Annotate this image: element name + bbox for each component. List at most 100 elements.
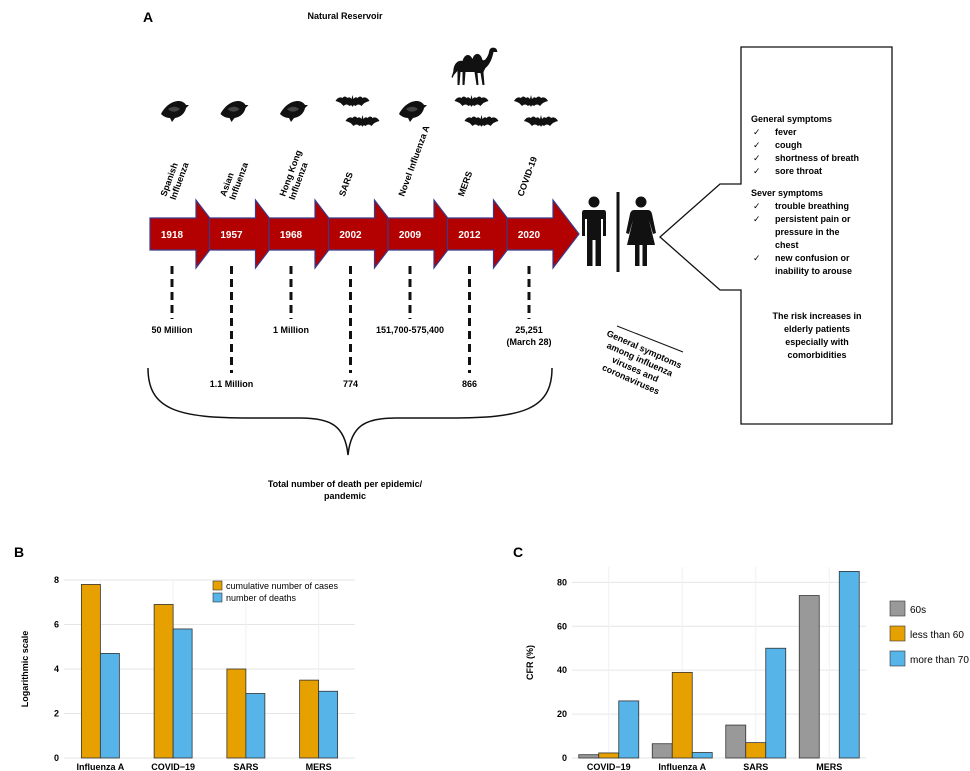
event-name: Hong KongInfluenza <box>277 149 312 201</box>
legend-swatch <box>889 650 906 667</box>
bar <box>691 752 713 759</box>
symptoms-caption-rule <box>616 325 684 353</box>
symptoms-box: General symptoms ✓ fever ✓ cough ✓ shortness o… <box>751 114 862 360</box>
legend-swatch <box>889 600 906 617</box>
y-tick-label: 0 <box>54 753 59 763</box>
severe-symptom: new confusion or <box>775 253 850 263</box>
bar <box>651 743 673 759</box>
general-symptom: fever <box>775 127 797 137</box>
timeline-year: 1918 <box>161 230 184 241</box>
timeline-year: 2012 <box>458 230 481 241</box>
legend-label: cumulative number of cases <box>226 581 339 591</box>
panel-b: B 0 2 4 6 8 Influenza A COVID−19 SARS MERS Logari… <box>14 544 355 771</box>
bird-icon <box>220 101 249 122</box>
death-count: 50 Million <box>151 325 192 335</box>
timeline-arrow <box>506 198 580 270</box>
check-icon: ✓ <box>753 201 761 211</box>
death-count: 866 <box>462 379 477 389</box>
symptoms-callout <box>659 46 893 425</box>
check-icon: ✓ <box>753 214 761 224</box>
chart-c: 0 20 40 60 80 COVID−19 Influenza A SARS MERS CFR … <box>525 567 969 771</box>
bar <box>671 671 693 759</box>
panel-label-c: C <box>513 544 523 560</box>
bar <box>80 584 101 759</box>
risk-note: The risk increases in <box>772 311 861 321</box>
legend-label: 60s <box>910 605 926 616</box>
panel-c: C 0 20 40 60 80 COVID−19 Influenza A SARS MERS CF… <box>513 544 969 771</box>
legend-swatch <box>212 580 223 591</box>
event-names: SpanishInfluenza AsianInfluenza Hong KongI… <box>158 124 539 201</box>
bat-icon <box>454 95 489 107</box>
panel-label-b: B <box>14 544 24 560</box>
bar <box>725 724 747 759</box>
check-icon: ✓ <box>753 153 761 163</box>
risk-note: elderly patients <box>784 324 850 334</box>
death-count: 151,700-575,400 <box>376 325 444 335</box>
timeline-year: 2002 <box>339 230 362 241</box>
woman-icon <box>626 196 656 266</box>
general-symptoms-title: General symptoms <box>751 114 832 124</box>
check-icon: ✓ <box>753 253 761 263</box>
death-count: 1 Million <box>273 325 309 335</box>
bar <box>245 693 266 759</box>
severe-symptom: pressure in the <box>775 227 840 237</box>
y-tick-label: 60 <box>557 621 567 631</box>
bar <box>299 679 320 759</box>
bar <box>153 604 174 759</box>
bar <box>618 700 640 759</box>
timeline-arrow <box>268 198 342 270</box>
timeline-year: 2020 <box>518 230 541 241</box>
camel-icon <box>451 47 498 85</box>
bar <box>598 752 620 759</box>
bar <box>745 742 767 759</box>
y-tick-label: 8 <box>54 575 59 585</box>
x-tick-label: MERS <box>306 762 332 771</box>
timeline-year: 2009 <box>399 230 422 241</box>
y-tick-label: 6 <box>54 620 59 630</box>
bird-icon <box>161 101 189 122</box>
timeline: 1918 1957 1968 2002 2009 2012 2020 <box>149 198 580 270</box>
event-name: COVID-19 <box>515 155 539 197</box>
y-tick-label: 2 <box>54 709 59 719</box>
bar <box>318 690 339 759</box>
death-labels: 50 Million 1.1 Million 1 Million 774 151,700… <box>151 325 551 389</box>
check-icon: ✓ <box>753 127 761 137</box>
bird-icon <box>280 101 308 122</box>
panel-label-a: A <box>143 9 153 25</box>
legend-label: less than 60 <box>910 630 964 641</box>
legend-swatch <box>212 592 223 603</box>
x-tick-label: Influenza A <box>658 762 706 771</box>
total-deaths-label: Total number of death per epidemic/pande… <box>268 479 423 501</box>
bat-icon <box>335 95 370 107</box>
legend-label: number of deaths <box>226 593 297 603</box>
x-tick-label: COVID−19 <box>151 762 195 771</box>
risk-note: especially with <box>785 337 849 347</box>
bar <box>798 595 820 759</box>
bar <box>838 570 860 759</box>
bat-icon <box>345 115 380 127</box>
bar <box>172 628 193 759</box>
timeline-arrow <box>208 198 283 270</box>
general-symptom: sore throat <box>775 166 822 176</box>
severe-symptoms-title: Sever symptoms <box>751 188 823 198</box>
y-tick-label: 80 <box>557 577 567 587</box>
bat-icon <box>514 95 548 107</box>
general-symptom: cough <box>775 140 802 150</box>
y-tick-label: 0 <box>562 753 567 763</box>
y-tick-label: 40 <box>557 665 567 675</box>
symptoms-caption: General symptomsamong influenzaviruses a… <box>592 328 684 400</box>
man-icon <box>582 196 606 266</box>
event-name: MERS <box>456 170 474 198</box>
death-count: 774 <box>343 379 358 389</box>
y-axis-label: CFR (%) <box>525 645 535 680</box>
bar <box>226 668 247 759</box>
chart-b: 0 2 4 6 8 Influenza A COVID−19 SARS MERS Logarith… <box>20 575 355 771</box>
total-brace <box>147 367 553 456</box>
y-axis-label: Logarithmic scale <box>20 631 30 708</box>
bar <box>765 647 787 759</box>
x-tick-label: SARS <box>743 762 768 771</box>
y-tick-label: 20 <box>557 709 567 719</box>
legend-swatch <box>889 625 906 642</box>
timeline-arrow <box>149 198 223 270</box>
